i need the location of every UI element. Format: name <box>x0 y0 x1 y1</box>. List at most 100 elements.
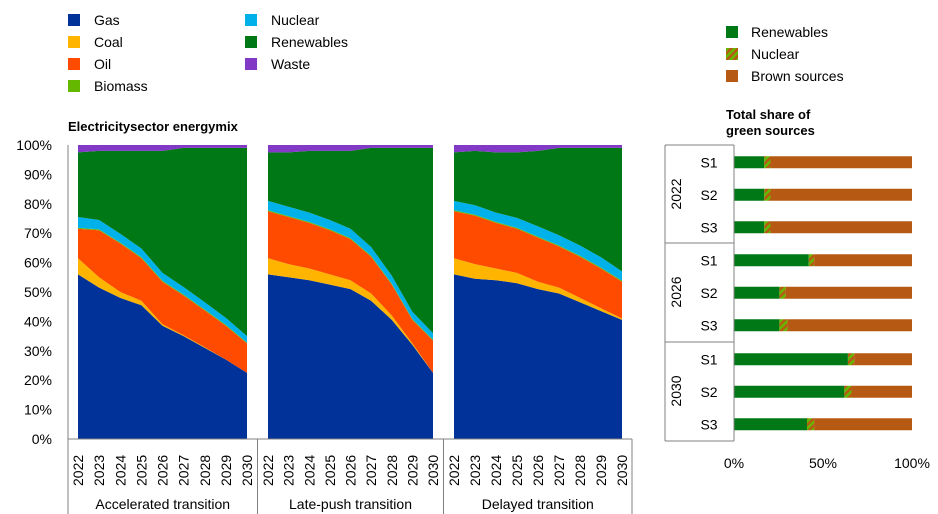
area-waste <box>268 145 433 153</box>
area-waste <box>454 145 622 153</box>
x-tick-label: 2026 <box>155 455 171 486</box>
bar-chart-title-line-1: Total share of <box>726 107 811 122</box>
y-tick-label: 50% <box>24 284 52 300</box>
bar-segment-brown-sources <box>770 156 912 169</box>
bar-segment-brown-sources <box>770 188 912 201</box>
legend-swatch-gas <box>68 14 80 26</box>
legend-label-renewables: Renewables <box>751 24 828 40</box>
area-gas <box>268 274 433 439</box>
bar-x-tick-label: 50% <box>809 455 837 471</box>
area-renewables <box>78 147 247 337</box>
x-tick-label: 2026 <box>343 455 359 486</box>
area-gas <box>78 274 247 439</box>
y-tick-label: 10% <box>24 402 52 418</box>
x-tick-label: 2028 <box>384 455 400 486</box>
y-tick-label: 20% <box>24 372 52 388</box>
bar-segment-renewables <box>734 221 765 234</box>
bar-segment-brown-sources <box>787 319 912 332</box>
y-tick-label: 90% <box>24 166 52 182</box>
x-tick-label: 2030 <box>425 455 441 486</box>
bar-x-tick-label: 100% <box>894 455 930 471</box>
bar-segment-brown-sources <box>785 286 912 299</box>
area-panel-late-push-transition: 2022 2023 2024 2025 2026 2027 2028 2029 2030 Late… <box>260 145 441 512</box>
bar-segment-nuclear <box>844 385 852 398</box>
group-label: 2022 <box>668 178 684 209</box>
bar-segment-renewables <box>734 188 765 201</box>
x-tick-label: 2023 <box>281 455 297 486</box>
bar-segment-renewables <box>734 286 780 299</box>
x-tick-label: 2025 <box>133 455 149 486</box>
bar-label: S2 <box>700 384 717 400</box>
legend-swatch-oil <box>68 58 80 70</box>
area-panel-accelerated-transition: 2022 2023 2024 2025 2026 2027 2028 2029 2030 Acce… <box>70 145 255 512</box>
panel-label: Late-push transition <box>289 496 412 512</box>
x-tick-label: 2022 <box>70 455 86 486</box>
bar-segment-brown-sources <box>814 418 912 431</box>
x-tick-label: 2024 <box>112 455 128 486</box>
bar-segment-nuclear <box>779 319 788 332</box>
area-oil <box>268 211 433 373</box>
bar-label: S1 <box>700 351 717 367</box>
area-waste <box>78 145 247 153</box>
x-tick-label: 2023 <box>467 455 483 486</box>
bar-segment-renewables <box>734 353 848 366</box>
y-tick-label: 100% <box>16 137 52 153</box>
group-label: 2026 <box>668 276 684 307</box>
bar-segment-renewables <box>734 385 845 398</box>
bar-label: S3 <box>700 416 717 432</box>
bar-group-2026: S1 S2 S3 2026 <box>668 252 912 333</box>
legend-label-renewables: Renewables <box>271 34 348 50</box>
legend-label-oil: Oil <box>94 56 111 72</box>
x-tick-label: 2027 <box>176 455 192 486</box>
bar-segment-brown-sources <box>851 385 912 398</box>
bar-label: S2 <box>700 187 717 203</box>
legend-label-waste: Waste <box>271 56 310 72</box>
area-panel-delayed-transition: 2022 2023 2024 2025 2026 2027 2028 2029 2030 Dela… <box>446 145 630 512</box>
y-tick-label: 70% <box>24 225 52 241</box>
bar-group-2030: S1 S2 S3 2030 <box>668 351 912 432</box>
legend-swatch-nuclear <box>245 14 257 26</box>
area-chart-plot: 0%10%20%30%40%50%60%70%80%90%100%2022 202… <box>16 137 633 514</box>
legend-swatch-coal <box>68 36 80 48</box>
legend-swatch-renewables <box>726 26 738 38</box>
bar-segment-renewables <box>734 156 765 169</box>
x-tick-label: 2025 <box>322 455 338 486</box>
x-tick-label: 2023 <box>91 455 107 486</box>
bar-x-tick-label: 0% <box>724 455 744 471</box>
area-chart-title: Electricitysector energymix <box>68 119 239 134</box>
bar-label: S1 <box>700 154 717 170</box>
y-tick-label: 30% <box>24 343 52 359</box>
area-renewables <box>454 147 622 272</box>
area-legend: Gas Coal Oil Biomass Nuclear Renewables Waste <box>68 12 348 94</box>
bar-chart-plot: S1 S2 S3 2022 S1 S2 S3 2026 S1 S2 S3 2030 0% 50% 100% <box>664 144 930 471</box>
x-tick-label: 2028 <box>197 455 213 486</box>
bar-label: S3 <box>700 317 717 333</box>
bar-label: S2 <box>700 285 717 301</box>
bar-chart-title: Total share of green sources <box>726 107 815 138</box>
x-tick-label: 2030 <box>239 455 255 486</box>
x-tick-label: 2027 <box>551 455 567 486</box>
legend-swatch-brown-sources <box>726 70 738 82</box>
bar-segment-nuclear <box>808 254 815 267</box>
legend-label-coal: Coal <box>94 34 123 50</box>
y-tick-label: 60% <box>24 255 52 271</box>
bar-legend: Renewables Nuclear Brown sources <box>726 24 844 84</box>
panel-label: Accelerated transition <box>95 496 230 512</box>
legend-label-brown-sources: Brown sources <box>751 68 844 84</box>
bar-segment-brown-sources <box>814 254 912 267</box>
legend-label-gas: Gas <box>94 12 120 28</box>
area-coal <box>454 258 622 320</box>
x-tick-label: 2027 <box>363 455 379 486</box>
bar-segment-nuclear <box>764 221 771 234</box>
x-tick-label: 2028 <box>572 455 588 486</box>
group-label: 2030 <box>668 375 684 406</box>
bar-segment-brown-sources <box>854 353 912 366</box>
x-tick-label: 2024 <box>488 455 504 486</box>
y-tick-label: 0% <box>32 431 52 447</box>
legend-label-nuclear: Nuclear <box>271 12 320 28</box>
y-tick-label: 80% <box>24 196 52 212</box>
area-gas <box>454 274 622 439</box>
bar-label: S1 <box>700 252 717 268</box>
legend-swatch-nuclear <box>726 48 738 60</box>
panel-label: Delayed transition <box>482 496 594 512</box>
